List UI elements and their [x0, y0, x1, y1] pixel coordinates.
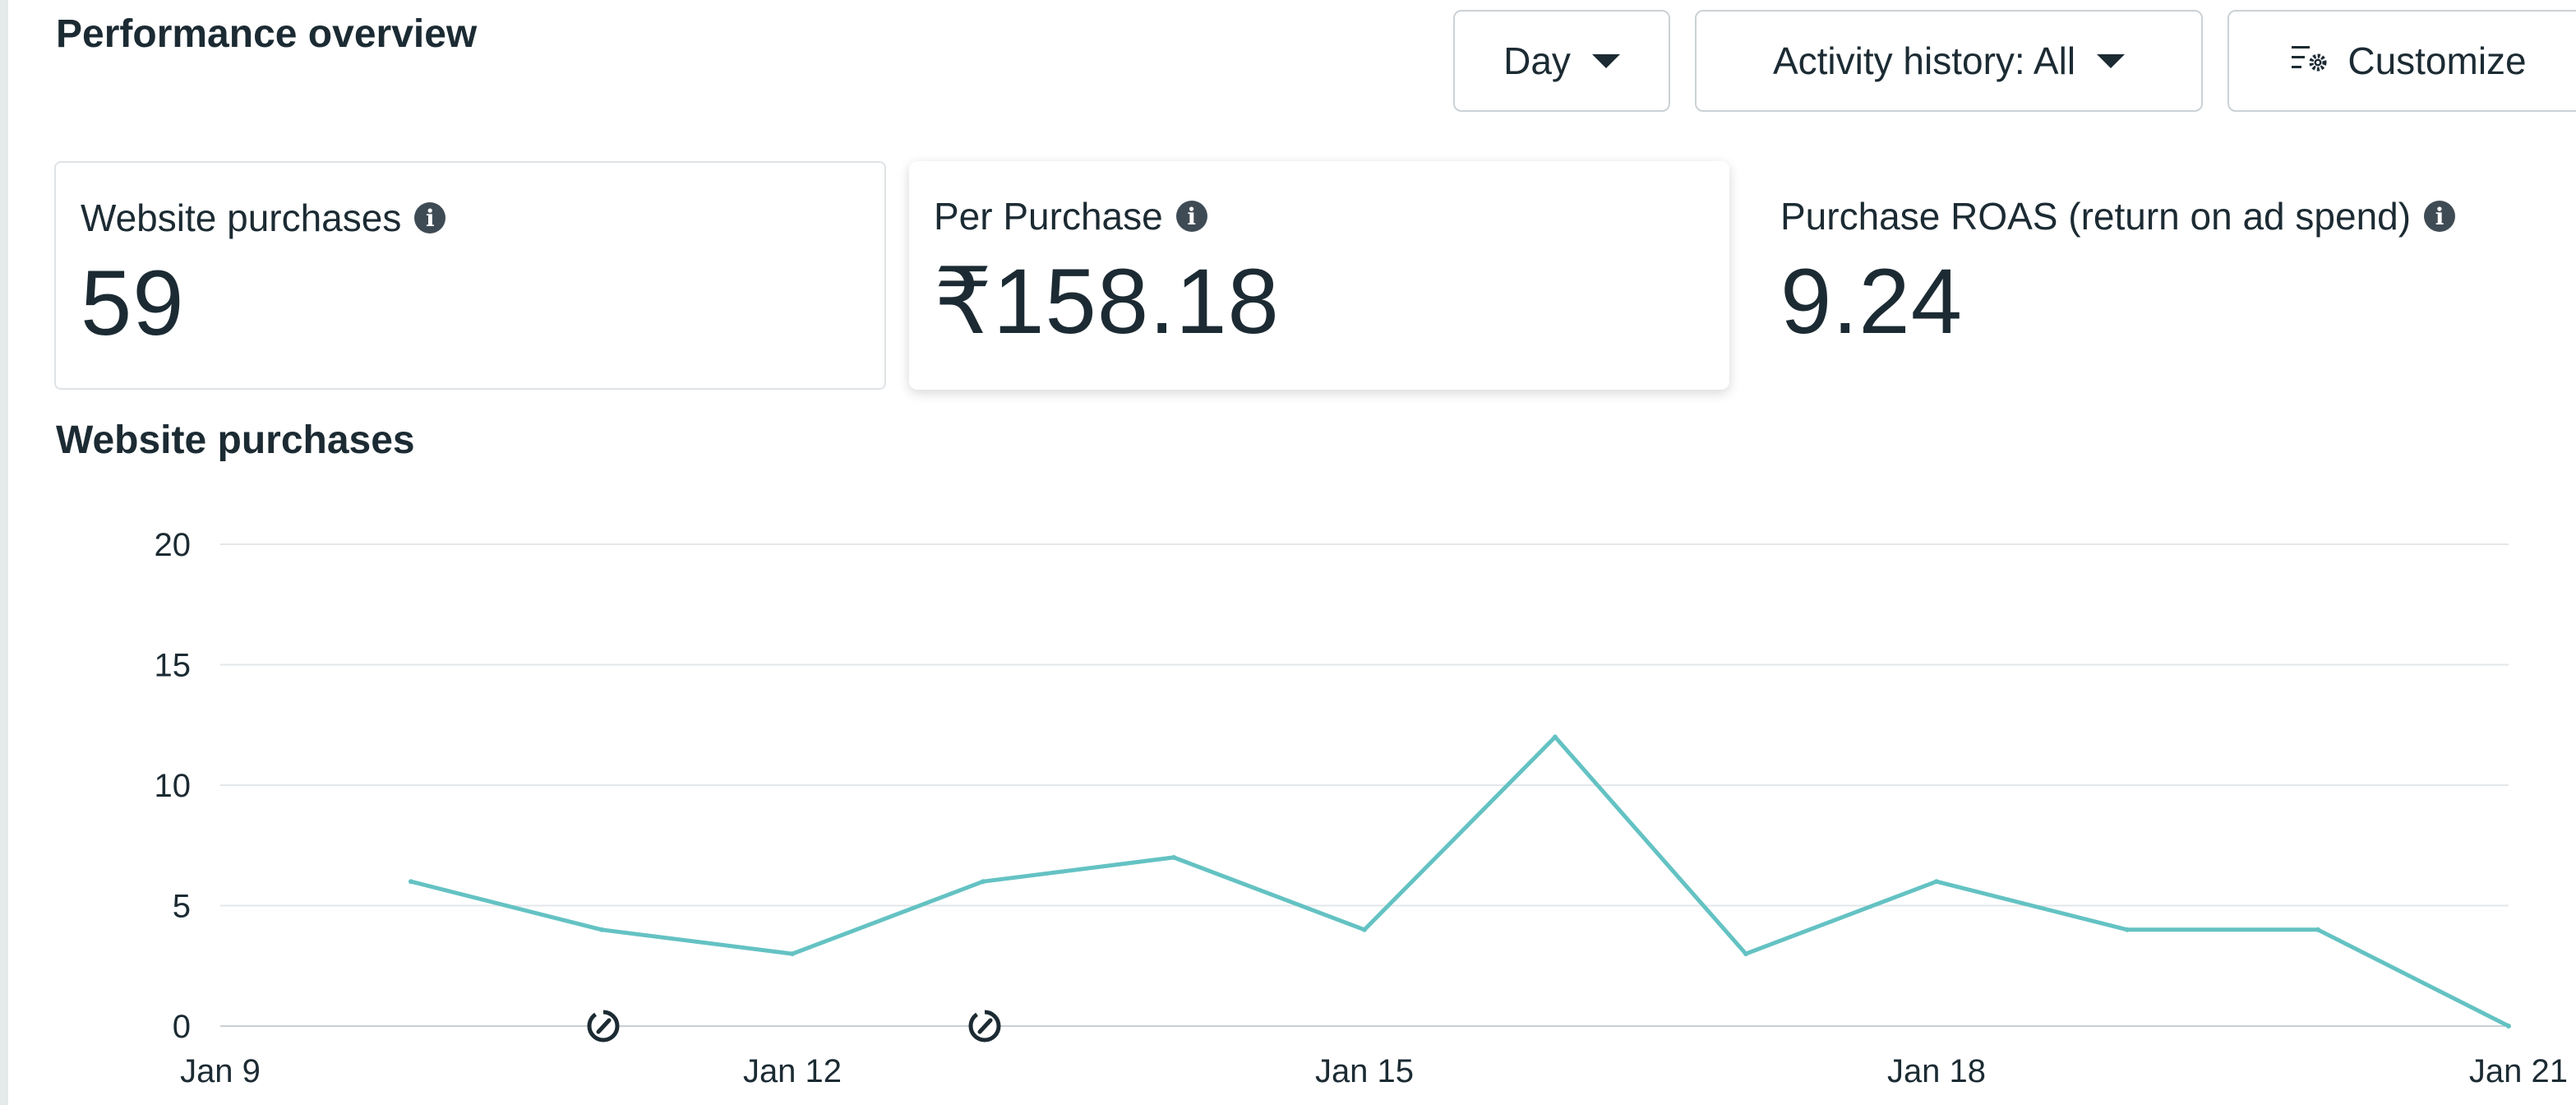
metric-card-purchase-roas[interactable]: Purchase ROAS (return on ad spend) i 9.2… [1752, 161, 2576, 390]
y-tick-label: 20 [155, 527, 192, 563]
data-point [2125, 927, 2130, 932]
metric-label: Website purchases i [81, 196, 446, 240]
y-tick-label: 0 [173, 1009, 191, 1045]
y-tick-label: 15 [155, 648, 192, 684]
y-tick-label: 5 [173, 889, 191, 925]
x-tick-label: Jan 9 [180, 1053, 261, 1089]
data-point [409, 879, 413, 885]
customize-label: Customize [2347, 39, 2527, 82]
caret-down-icon [2097, 53, 2126, 68]
edit-history-icon [968, 1010, 1001, 1043]
data-point [1934, 879, 1939, 885]
metric-label: Per Purchase i [934, 194, 1207, 238]
page-edge [0, 0, 8, 1105]
data-point [599, 927, 604, 932]
edit-history-icon [587, 1010, 620, 1043]
data-point [1553, 734, 1558, 740]
data-point [2315, 927, 2320, 932]
line-chart: 0 5 10 15 20 Jan 9 Jan 12 Jan 15 Jan 18 Jan 21 [155, 527, 2569, 1089]
x-tick-label: Jan 15 [1315, 1053, 1414, 1089]
info-icon[interactable]: i [1175, 201, 1207, 232]
date-granularity-dropdown[interactable]: Day [1453, 10, 1670, 112]
x-tick-label: Jan 18 [1887, 1053, 1986, 1089]
page-title: Performance overview [56, 12, 478, 56]
customize-button[interactable]: Customize [2227, 10, 2576, 112]
x-tick-label: Jan 12 [743, 1053, 842, 1089]
y-tick-label: 10 [155, 768, 192, 804]
data-point [1362, 927, 1367, 932]
metric-label-text: Website purchases [81, 196, 402, 239]
data-point [1171, 854, 1176, 860]
data-point [2506, 1024, 2511, 1029]
metric-card-website-purchases[interactable]: Website purchases i 59 [54, 161, 886, 390]
data-point [1743, 951, 1748, 957]
sliders-gear-icon [2290, 39, 2329, 83]
metric-card-per-purchase[interactable]: Per Purchase i ₹158.18 [909, 161, 1729, 390]
activity-history-dropdown[interactable]: Activity history: All [1695, 10, 2203, 112]
metric-value: 9.24 [1780, 250, 1963, 353]
day-label: Day [1503, 39, 1571, 82]
caret-down-icon [1591, 53, 1620, 68]
data-point [981, 879, 986, 885]
activity-history-label: Activity history: All [1772, 39, 2076, 82]
metric-label-text: Per Purchase [934, 195, 1163, 238]
metric-label: Purchase ROAS (return on ad spend) i [1780, 194, 2456, 238]
chart-title: Website purchases [56, 418, 415, 462]
data-point [790, 951, 795, 957]
info-icon[interactable]: i [2424, 201, 2456, 232]
series-line [409, 734, 2511, 1029]
metric-value: ₹158.18 [934, 250, 1280, 353]
info-icon[interactable]: i [414, 202, 446, 233]
x-tick-label: Jan 21 [2469, 1053, 2568, 1089]
metric-label-text: Purchase ROAS (return on ad spend) [1780, 195, 2412, 238]
metric-value: 59 [81, 252, 185, 354]
